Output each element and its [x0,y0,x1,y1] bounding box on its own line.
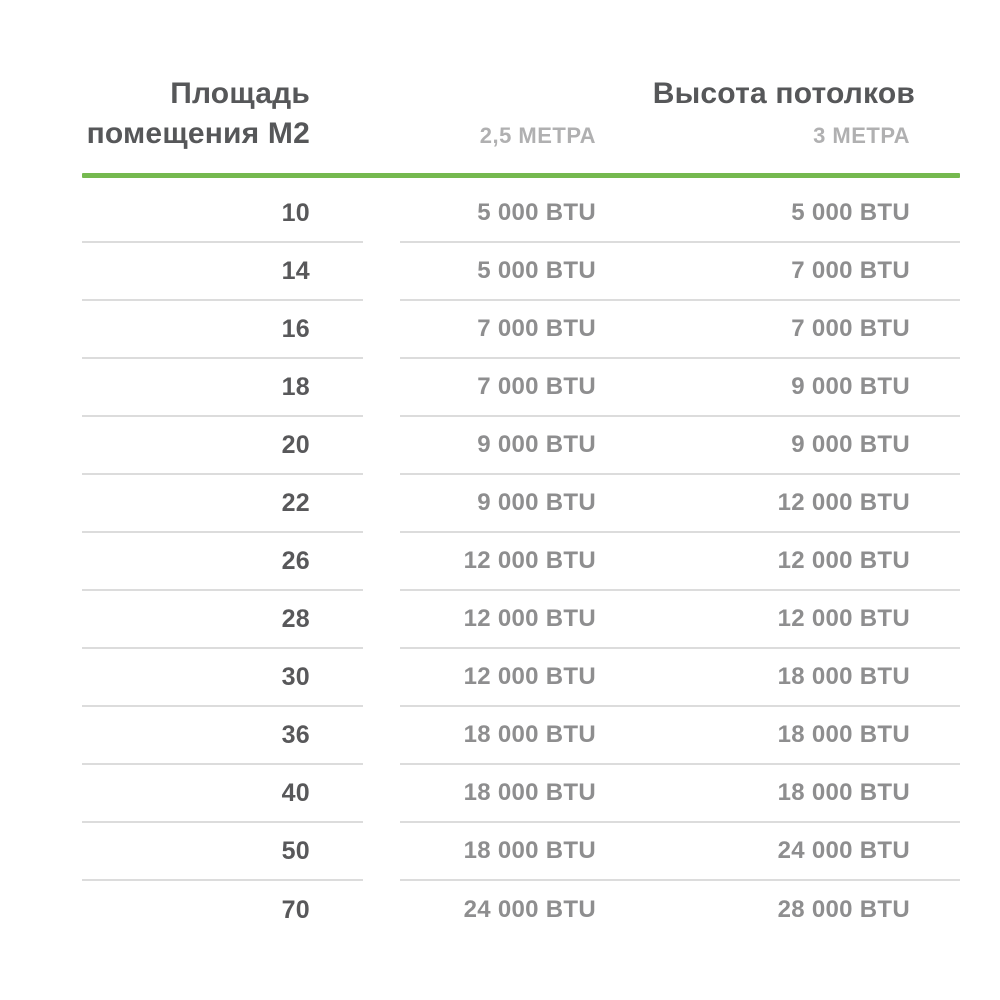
table-row: 20 9 000 BTU 9 000 BTU [82,417,960,475]
area-cell: 16 [82,301,363,359]
btu-cells: 5 000 BTU 7 000 BTU [400,243,960,301]
table-row: 70 24 000 BTU 28 000 BTU [82,881,960,939]
btu-2-5m-cell: 7 000 BTU [477,315,596,342]
table-row: 30 12 000 BTU 18 000 BTU [82,649,960,707]
area-cell: 70 [281,895,310,924]
btu-cells: 5 000 BTU 5 000 BTU [400,185,960,243]
ceiling-subheaders: 2,5 МЕТРА 3 МЕТРА [400,120,960,152]
ceiling-header-group: Высота потолков 2,5 МЕТРА 3 МЕТРА [400,74,960,152]
table-row: 18 7 000 BTU 9 000 BTU [82,359,960,417]
table-body: 10 5 000 BTU 5 000 BTU 14 5 000 BTU 7 00… [82,185,960,939]
btu-2-5m-cell: 5 000 BTU [477,257,596,284]
btu-cells: 7 000 BTU 9 000 BTU [400,359,960,417]
table-row: 26 12 000 BTU 12 000 BTU [82,533,960,591]
area-cell: 40 [82,765,363,823]
btu-3m-cell: 18 000 BTU [777,721,910,748]
green-divider [82,173,960,178]
btu-2-5m-cell: 5 000 BTU [477,199,596,226]
table-row: 16 7 000 BTU 7 000 BTU [82,301,960,359]
btu-selection-table: Площадь помещения М2 Высота потолков 2,5… [82,0,960,939]
btu-cells: 18 000 BTU 18 000 BTU [400,707,960,765]
btu-cells: 12 000 BTU 18 000 BTU [400,649,960,707]
table-row: 40 18 000 BTU 18 000 BTU [82,765,960,823]
area-header: Площадь помещения М2 [82,74,363,154]
btu-2-5m-cell: 7 000 BTU [477,373,596,400]
area-cell: 20 [82,417,363,475]
btu-3m-cell: 28 000 BTU [777,896,910,923]
area-cell: 28 [82,591,363,649]
btu-cells: 7 000 BTU 7 000 BTU [400,301,960,359]
btu-3m-cell: 12 000 BTU [777,489,910,516]
btu-3m-cell: 7 000 BTU [791,315,910,342]
btu-3m-cell: 5 000 BTU [791,199,910,226]
btu-2-5m-cell: 12 000 BTU [463,605,596,632]
table-row: 22 9 000 BTU 12 000 BTU [82,475,960,533]
table-row: 28 12 000 BTU 12 000 BTU [82,591,960,649]
btu-cells: 9 000 BTU 9 000 BTU [400,417,960,475]
area-cell: 30 [82,649,363,707]
area-cell: 22 [82,475,363,533]
btu-cells: 18 000 BTU 24 000 BTU [400,823,960,881]
btu-2-5m-cell: 18 000 BTU [463,779,596,806]
btu-cells: 18 000 BTU 18 000 BTU [400,765,960,823]
table-header: Площадь помещения М2 Высота потолков 2,5… [82,74,960,173]
btu-cells: 24 000 BTU 28 000 BTU [400,881,960,939]
btu-2-5m-cell: 18 000 BTU [463,837,596,864]
area-cell: 18 [82,359,363,417]
btu-3m-cell: 9 000 BTU [791,431,910,458]
btu-3m-cell: 12 000 BTU [777,605,910,632]
area-cell: 36 [82,707,363,765]
btu-cells: 9 000 BTU 12 000 BTU [400,475,960,533]
col-3m-header: 3 МЕТРА [813,123,910,148]
btu-cells: 12 000 BTU 12 000 BTU [400,591,960,649]
table-row: 50 18 000 BTU 24 000 BTU [82,823,960,881]
btu-3m-cell: 18 000 BTU [777,779,910,806]
btu-2-5m-cell: 24 000 BTU [463,896,596,923]
btu-3m-cell: 9 000 BTU [791,373,910,400]
btu-3m-cell: 18 000 BTU [777,663,910,690]
btu-2-5m-cell: 9 000 BTU [477,431,596,458]
area-header-line1: Площадь [170,77,310,110]
btu-2-5m-cell: 12 000 BTU [463,547,596,574]
area-header-line2: помещения М2 [86,117,310,150]
table-row: 10 5 000 BTU 5 000 BTU [82,185,960,243]
area-cell: 10 [82,185,363,243]
col-2-5m-header: 2,5 МЕТРА [479,123,596,148]
btu-3m-cell: 12 000 BTU [777,547,910,574]
btu-3m-cell: 7 000 BTU [791,257,910,284]
btu-cells: 12 000 BTU 12 000 BTU [400,533,960,591]
btu-3m-cell: 24 000 BTU [777,837,910,864]
table-row: 36 18 000 BTU 18 000 BTU [82,707,960,765]
ceiling-height-header: Высота потолков [652,77,915,110]
area-cell: 50 [82,823,363,881]
btu-2-5m-cell: 9 000 BTU [477,489,596,516]
btu-2-5m-cell: 12 000 BTU [463,663,596,690]
area-cell: 26 [82,533,363,591]
table-row: 14 5 000 BTU 7 000 BTU [82,243,960,301]
btu-2-5m-cell: 18 000 BTU [463,721,596,748]
area-cell: 14 [82,243,363,301]
